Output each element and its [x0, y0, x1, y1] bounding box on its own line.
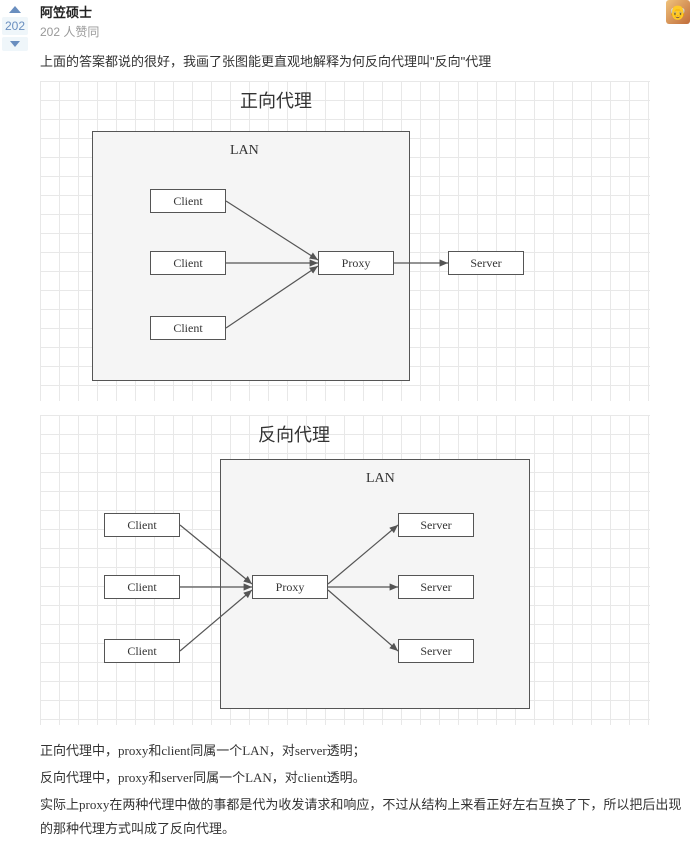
node-client: Client — [150, 251, 226, 275]
diagram-title: 反向代理 — [258, 421, 330, 447]
node-server: Server — [398, 639, 474, 663]
vote-column: 202 — [0, 0, 30, 844]
node-proxy: Proxy — [252, 575, 328, 599]
node-proxy: Proxy — [318, 251, 394, 275]
avatar[interactable]: 👴 — [666, 0, 690, 24]
upvote-button[interactable] — [9, 6, 21, 13]
forward-proxy-diagram: 正向代理 LAN Client Client Client Proxy Server — [40, 81, 650, 401]
likes-text: 202 人赞同 — [40, 23, 688, 40]
node-client: Client — [150, 316, 226, 340]
vote-count: 202 — [2, 17, 28, 35]
lan-label: LAN — [366, 471, 395, 487]
downvote-button[interactable] — [2, 37, 28, 51]
paragraph: 正向代理中，proxy和client同属一个LAN，对server透明； — [40, 739, 688, 764]
node-client: Client — [104, 575, 180, 599]
node-client: Client — [104, 639, 180, 663]
lan-label: LAN — [230, 143, 259, 159]
paragraph: 实际上proxy在两种代理中做的事都是代为收发请求和响应，不过从结构上来看正好左… — [40, 793, 688, 842]
node-client: Client — [150, 189, 226, 213]
node-client: Client — [104, 513, 180, 537]
diagram-title: 正向代理 — [240, 87, 312, 113]
paragraph: 反向代理中，proxy和server同属一个LAN，对client透明。 — [40, 766, 688, 791]
author-name[interactable]: 阿笠硕士 — [40, 2, 688, 21]
node-server: Server — [448, 251, 524, 275]
node-server: Server — [398, 513, 474, 537]
reverse-proxy-diagram: 反向代理 LAN Client Client Client Proxy Server Serv… — [40, 415, 650, 725]
node-server: Server — [398, 575, 474, 599]
explanation-paragraphs: 正向代理中，proxy和client同属一个LAN，对server透明；反向代理… — [40, 739, 688, 842]
answer-content: 👴 阿笠硕士 202 人赞同 上面的答案都说的很好，我画了张图能更直观地解释为何… — [30, 0, 696, 844]
intro-paragraph: 上面的答案都说的很好，我画了张图能更直观地解释为何反向代理叫"反向"代理 — [40, 50, 688, 73]
